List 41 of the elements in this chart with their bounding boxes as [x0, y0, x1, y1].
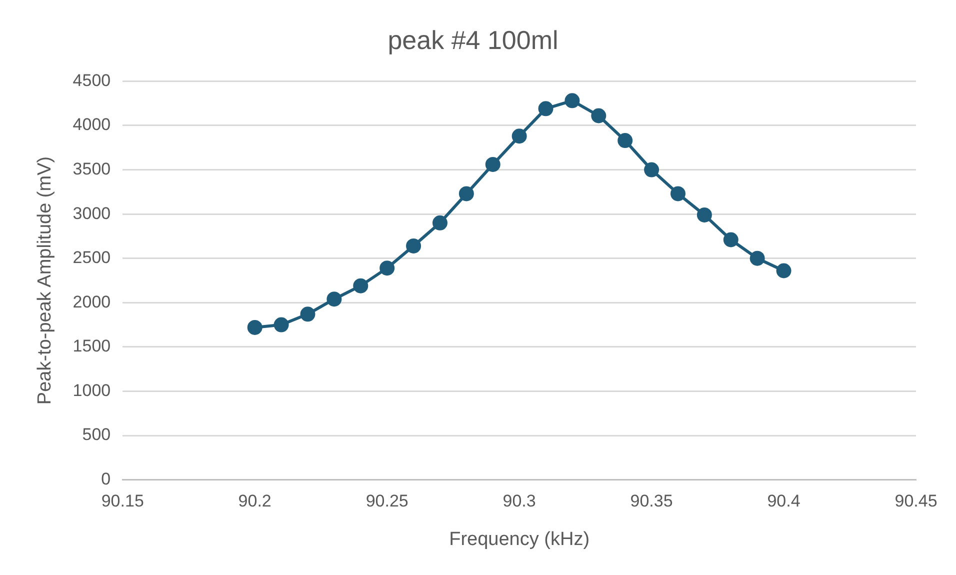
point	[326, 292, 342, 307]
point	[564, 93, 580, 108]
y-tick-label: 2500	[72, 248, 111, 268]
y-tick-label: 1000	[72, 380, 111, 400]
x-tick-label: 90.2	[238, 492, 272, 511]
point	[670, 186, 686, 202]
point	[591, 108, 606, 124]
chart-title: peak #4 100ml	[388, 24, 558, 55]
x-tick-label: 90.45	[894, 492, 938, 511]
point	[696, 207, 712, 222]
x-tick-label: 90.3	[502, 492, 536, 511]
y-axis-title: Peak-to-peak Amplitude (mV)	[34, 156, 56, 405]
point	[458, 186, 474, 202]
point	[618, 133, 633, 148]
point	[432, 215, 448, 230]
y-tick-label: 500	[82, 425, 111, 444]
point	[300, 306, 316, 322]
point	[353, 278, 368, 294]
y-tick-label: 0	[101, 469, 111, 488]
x-tick-label: 90.15	[101, 492, 144, 511]
point	[512, 128, 527, 144]
point	[776, 263, 792, 278]
point	[538, 101, 554, 116]
y-tick-label: 2000	[72, 292, 111, 312]
point	[750, 250, 765, 266]
x-tick-label: 90.4	[767, 492, 800, 511]
y-tick-label: 4000	[72, 115, 111, 134]
point	[723, 232, 738, 248]
y-tick-label: 4500	[72, 70, 111, 90]
point	[274, 317, 289, 332]
y-tick-label: 1500	[72, 336, 111, 356]
point	[247, 320, 262, 335]
y-tick-label: 3000	[72, 204, 111, 223]
x-tick-label: 90.25	[366, 492, 408, 511]
x-axis-title: Frequency (kHz)	[449, 528, 590, 550]
point	[406, 238, 422, 254]
point	[644, 162, 660, 178]
x-tick-label: 90.35	[630, 492, 673, 511]
y-tick-label: 3500	[72, 159, 111, 178]
point	[485, 156, 500, 172]
point	[380, 260, 395, 276]
